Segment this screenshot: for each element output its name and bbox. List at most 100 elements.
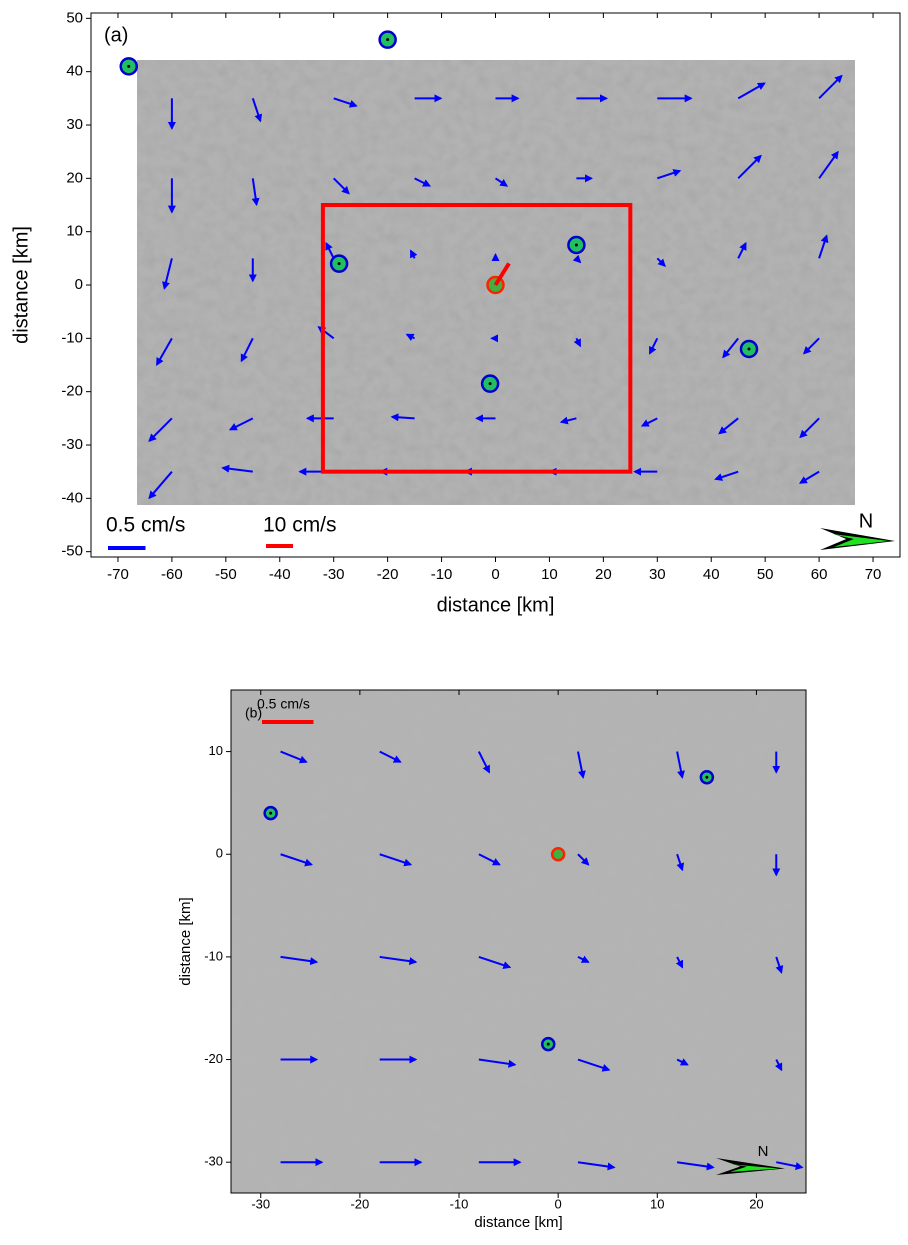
panel: -30 -20 -10 0 10 20 -30 -20 -10 0 10 distance [km] d… — [177, 689, 807, 1231]
velocity-vector — [656, 257, 666, 267]
north-label: N — [758, 1143, 769, 1160]
y-axis-label: distance [km] — [10, 226, 32, 344]
velocity-vector — [251, 178, 260, 207]
x-tick-label: 20 — [749, 1196, 763, 1211]
y-axis-label: distance [km] — [177, 897, 194, 985]
velocity-vector — [228, 417, 254, 431]
x-tick-label: -20 — [350, 1196, 369, 1211]
x-tick-label: 60 — [811, 566, 828, 583]
velocity-vector — [656, 169, 682, 180]
velocity-vector — [390, 413, 415, 422]
x-tick-label: 0 — [555, 1196, 562, 1211]
x-tick-label: -10 — [450, 1196, 469, 1211]
y-tick-label: -50 — [61, 543, 83, 560]
velocity-vector — [737, 154, 762, 180]
y-tick-label: -10 — [61, 329, 83, 346]
station-center — [574, 243, 578, 247]
velocity-vector — [478, 853, 501, 866]
x-tick-label: 10 — [541, 566, 558, 583]
velocity-vector — [799, 417, 820, 439]
velocity-vector — [798, 470, 820, 484]
y-tick-label: 20 — [66, 169, 83, 186]
velocity-vector — [325, 241, 335, 259]
velocity-vector — [577, 1058, 611, 1072]
plot-area — [148, 74, 843, 500]
x-tick-label: -30 — [251, 1196, 270, 1211]
x-tick-label: 0 — [491, 566, 499, 583]
velocity-vector — [221, 464, 253, 473]
station-center — [269, 811, 273, 815]
x-tick-label: -60 — [161, 566, 183, 583]
velocity-vector — [573, 337, 582, 348]
velocity-vector — [577, 1161, 616, 1171]
north-arrow-fill — [728, 1164, 779, 1172]
y-tick-label: -20 — [204, 1051, 223, 1066]
velocity-vector — [737, 82, 766, 100]
velocity-vector — [714, 470, 739, 481]
y-tick-label: -40 — [61, 489, 83, 506]
velocity-vector — [648, 337, 659, 355]
y-tick-label: 30 — [66, 116, 83, 133]
panel: -70 -60 -50 -40 -30 -20 -10 0 10 20 30 40 50 60 70 -50 -… — [10, 9, 901, 616]
velocity-vector — [577, 853, 590, 866]
x-tick-label: -50 — [215, 566, 237, 583]
velocity-vector — [718, 417, 739, 435]
y-tick-label: 10 — [66, 223, 83, 240]
panel-label: (b) — [245, 705, 262, 721]
velocity-vector — [409, 249, 418, 259]
y-tick-label: -30 — [204, 1154, 223, 1169]
velocity-vector — [148, 471, 173, 500]
x-axis-label: distance [km] — [474, 1214, 562, 1231]
velocity-vector — [722, 337, 739, 359]
reference-station — [550, 846, 566, 862]
x-tick-label: 20 — [595, 566, 612, 583]
x-tick-label: 70 — [865, 566, 882, 583]
velocity-vector — [414, 177, 432, 187]
velocity-vector — [675, 956, 684, 969]
x-tick-label: -20 — [377, 566, 399, 583]
x-tick-label: 40 — [703, 566, 720, 583]
velocity-vector — [251, 98, 263, 123]
velocity-vector — [156, 337, 173, 366]
current-vector — [493, 262, 511, 287]
velocity-vector — [640, 417, 658, 427]
image-b — [231, 690, 806, 1193]
velocity-vector — [774, 1059, 783, 1072]
panel-label: (a) — [104, 24, 128, 46]
velocity-vector — [776, 1161, 804, 1171]
velocity-vector — [280, 955, 319, 966]
velocity-vector — [802, 337, 820, 355]
velocity-vector — [280, 853, 313, 867]
axes-frame — [230, 689, 807, 1194]
y-tick-label: -20 — [61, 383, 83, 400]
velocity-vector — [379, 853, 413, 867]
station-center — [747, 347, 751, 351]
velocity-vector — [577, 955, 590, 963]
velocity-vector — [737, 241, 747, 259]
station-center — [386, 38, 390, 42]
station-center — [705, 775, 709, 779]
velocity-vector — [379, 955, 418, 966]
station-center — [546, 1042, 550, 1046]
velocity-vector — [676, 1058, 689, 1066]
station-center — [337, 262, 341, 266]
velocity-vector — [818, 74, 843, 100]
region-box — [320, 203, 633, 474]
velocity-vector — [818, 150, 839, 179]
velocity-vector — [162, 258, 173, 290]
x-tick-label: -70 — [107, 566, 129, 583]
scale-label: 10 cm/s — [263, 514, 337, 537]
x-tick-label: -10 — [431, 566, 453, 583]
plot-area — [280, 750, 804, 1171]
north-arrow-fill — [832, 534, 889, 547]
x-axis-label: distance [km] — [437, 594, 555, 616]
y-tick-label: 40 — [66, 63, 83, 80]
velocity-vector — [477, 751, 491, 774]
velocity-vector — [148, 417, 173, 442]
velocity-vector — [775, 956, 784, 974]
velocity-vector — [559, 416, 577, 425]
velocity-vector — [379, 750, 402, 763]
x-tick-label: -40 — [269, 566, 291, 583]
velocity-vector — [676, 853, 685, 872]
